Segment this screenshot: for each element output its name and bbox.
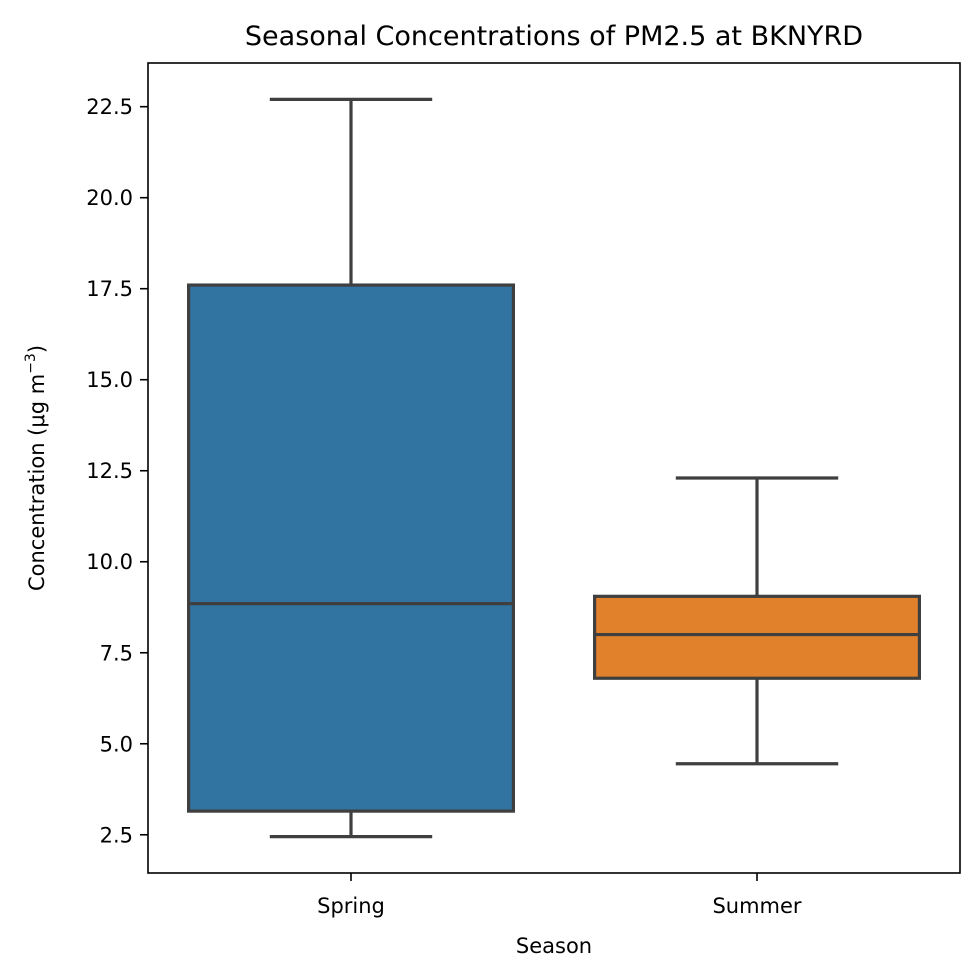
y-tick-label: 17.5: [86, 277, 133, 301]
box-summer: [592, 476, 921, 766]
plot-frame: [147, 62, 961, 874]
x-tick-label: Spring: [317, 894, 385, 918]
box-body-summer: [592, 594, 921, 680]
y-tick-label: 5.0: [100, 732, 133, 756]
chart-title: Seasonal Concentrations of PM2.5 at BKNY…: [245, 21, 863, 52]
y-tick-label: 20.0: [86, 186, 133, 210]
y-tick-label: 2.5: [100, 823, 133, 847]
box-spring: [187, 97, 515, 839]
y-axis-label-close: ): [25, 345, 49, 353]
y-tick-label: 15.0: [86, 368, 133, 392]
y-tick-label: 10.0: [86, 550, 133, 574]
y-axis-label: Concentration (μg m−3): [23, 345, 49, 591]
y-tick-label: 7.5: [100, 641, 133, 665]
y-axis-label-main: Concentration (μg m: [25, 374, 49, 591]
plot-area: [187, 97, 921, 839]
y-tick-label: 12.5: [86, 459, 133, 483]
x-axis: Spring Summer: [317, 873, 802, 918]
y-axis-label-superscript: −3: [23, 353, 39, 374]
y-tick-label: 22.5: [86, 95, 133, 119]
x-axis-label: Season: [516, 934, 592, 958]
box-body-spring: [187, 283, 515, 813]
x-tick-label: Summer: [712, 894, 801, 918]
y-axis: 2.5 5.0 7.5 10.0 12.5 15.0 17.5 20.0 22.5: [86, 95, 148, 847]
